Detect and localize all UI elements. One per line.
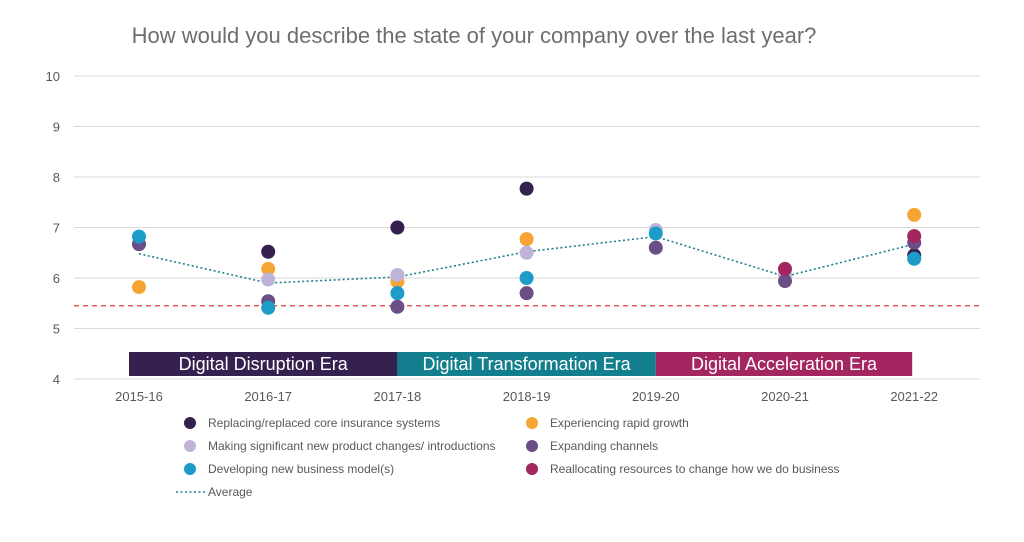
legend-label: Developing new business model(s) (208, 462, 394, 476)
data-point (778, 274, 792, 289)
data-point (519, 286, 534, 301)
data-point (132, 229, 146, 244)
data-point (390, 286, 405, 301)
legend-marker (526, 417, 538, 429)
legend-label: Experiencing rapid growth (550, 416, 689, 430)
data-point (261, 272, 276, 287)
x-tick-label: 2015-16 (115, 389, 163, 404)
era-label: Digital Acceleration Era (691, 354, 878, 374)
legend-label: Reallocating resources to change how we … (550, 462, 840, 476)
x-tick-label: 2019-20 (632, 389, 680, 404)
legend-marker (184, 440, 196, 452)
data-point (519, 181, 534, 196)
grid (74, 75, 980, 380)
data-point (648, 240, 663, 255)
legend-marker (526, 440, 538, 452)
x-tick-label: 2017-18 (374, 389, 422, 404)
data-point (648, 226, 663, 241)
x-tick-label: 2020-21 (761, 389, 809, 404)
x-tick-label: 2018-19 (503, 389, 551, 404)
x-tick-label: 2016-17 (244, 389, 292, 404)
legend-marker (184, 463, 196, 475)
data-point (261, 261, 276, 276)
axis-ticks: 4 5 6 7 8 9 10 2015-16 2016-17 2017-18 2018-19 2019… (46, 69, 939, 404)
data-point (519, 271, 534, 285)
data-point (390, 299, 405, 314)
y-tick-label: 5 (53, 322, 60, 337)
legend-marker (526, 463, 538, 475)
legend-label: Replacing/replaced core insurance system… (208, 416, 440, 430)
data-point (519, 232, 534, 247)
legend-marker (184, 417, 196, 429)
data-point (390, 267, 405, 282)
data-point (261, 244, 276, 259)
data-point (907, 207, 922, 222)
data-point (261, 300, 276, 315)
era-band (655, 352, 913, 376)
data-point (907, 229, 922, 244)
era-label: Digital Transformation Era (423, 354, 632, 374)
legend: Replacing/replaced core insurance system… (176, 416, 840, 499)
y-tick-label: 8 (53, 170, 60, 185)
legend-label: Making significant new product changes/ … (208, 439, 496, 453)
era-band (129, 352, 398, 376)
data-point (907, 251, 922, 266)
legend-label: Average (208, 485, 253, 499)
y-tick-label: 7 (53, 221, 60, 236)
chart-title: How would you describe the state of your… (132, 23, 817, 48)
legend-label: Expanding channels (550, 439, 658, 453)
y-tick-label: 4 (53, 372, 60, 387)
y-tick-label: 9 (53, 120, 60, 135)
era-band (397, 352, 656, 376)
era-bands: Digital Disruption Era Digital Transforma… (129, 352, 913, 376)
y-tick-label: 6 (53, 271, 60, 286)
data-point (519, 245, 534, 260)
y-tick-label: 10 (46, 69, 60, 84)
data-point (778, 261, 792, 276)
x-tick-label: 2021-22 (890, 389, 938, 404)
data-points (132, 181, 922, 315)
data-point (390, 220, 405, 235)
data-point (132, 280, 146, 295)
era-label: Digital Disruption Era (179, 354, 349, 374)
